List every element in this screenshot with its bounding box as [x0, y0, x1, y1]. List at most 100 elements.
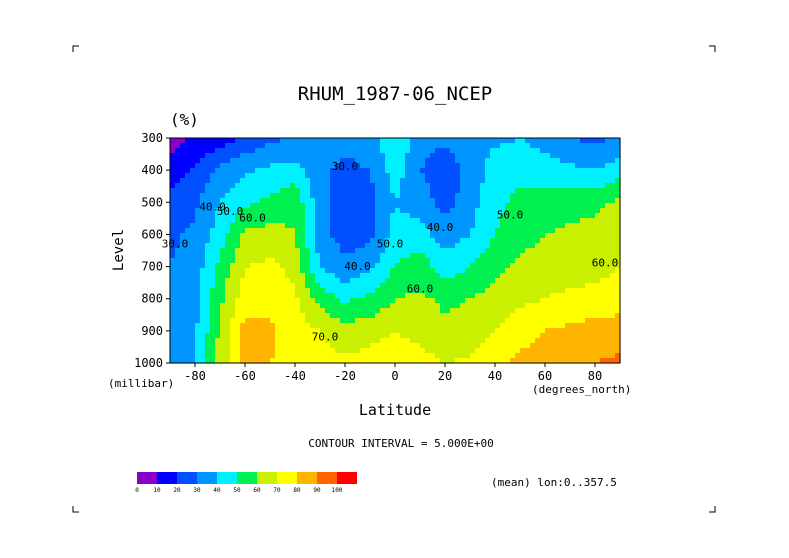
contour-cell: [375, 213, 381, 219]
contour-cell: [490, 318, 496, 324]
contour-cell: [445, 243, 451, 249]
contour-cell: [325, 183, 331, 189]
contour-cell: [345, 308, 351, 314]
contour-cell: [395, 258, 401, 264]
contour-cell: [450, 193, 456, 199]
contour-cell: [380, 283, 386, 289]
contour-cell: [500, 223, 506, 229]
contour-cell: [465, 198, 471, 204]
contour-cell: [325, 348, 331, 354]
contour-cell: [520, 218, 526, 224]
contour-cell: [340, 198, 346, 204]
contour-cell: [245, 258, 251, 264]
contour-cell: [600, 198, 606, 204]
contour-cell: [280, 248, 286, 254]
contour-cell: [425, 298, 431, 304]
contour-cell: [555, 353, 561, 359]
contour-cell: [530, 193, 536, 199]
contour-cell: [280, 293, 286, 299]
contour-cell: [190, 148, 196, 154]
contour-cell: [300, 208, 306, 214]
contour-cell: [580, 248, 586, 254]
contour-cell: [520, 278, 526, 284]
contour-cell: [435, 218, 441, 224]
contour-cell: [310, 173, 316, 179]
contour-cell: [260, 328, 266, 334]
contour-cell: [250, 338, 256, 344]
contour-cell: [250, 308, 256, 314]
contour-cell: [495, 288, 501, 294]
contour-cell: [210, 273, 216, 279]
contour-cell: [490, 223, 496, 229]
contour-cell: [200, 253, 206, 259]
contour-cell: [555, 208, 561, 214]
contour-cell: [330, 148, 336, 154]
contour-cell: [380, 218, 386, 224]
contour-cell: [290, 303, 296, 309]
contour-cell: [610, 298, 616, 304]
contour-cell: [560, 328, 566, 334]
contour-cell: [570, 203, 576, 209]
contour-cell: [235, 153, 241, 159]
contour-cell: [510, 278, 516, 284]
contour-cell: [510, 193, 516, 199]
contour-cell: [245, 158, 251, 164]
contour-cell: [330, 273, 336, 279]
contour-cell: [590, 248, 596, 254]
contour-cell: [185, 233, 191, 239]
contour-cell: [395, 218, 401, 224]
contour-cell: [345, 298, 351, 304]
contour-cell: [610, 238, 616, 244]
contour-cell: [585, 308, 591, 314]
contour-cell: [170, 153, 176, 159]
contour-cell: [480, 238, 486, 244]
contour-cell: [550, 143, 556, 149]
contour-cell: [175, 263, 181, 269]
contour-cell: [390, 298, 396, 304]
contour-cell: [470, 238, 476, 244]
contour-cell: [540, 158, 546, 164]
contour-cell: [225, 138, 231, 144]
contour-cell: [565, 158, 571, 164]
contour-cell: [585, 148, 591, 154]
contour-cell: [505, 208, 511, 214]
contour-cell: [180, 293, 186, 299]
contour-cell: [375, 293, 381, 299]
contour-cell: [265, 268, 271, 274]
contour-cell: [390, 318, 396, 324]
contour-cell: [375, 143, 381, 149]
contour-cell: [485, 278, 491, 284]
contour-cell: [330, 283, 336, 289]
contour-cell: [175, 343, 181, 349]
contour-cell: [540, 308, 546, 314]
contour-cell: [310, 338, 316, 344]
contour-cell: [255, 328, 261, 334]
contour-cell: [460, 148, 466, 154]
contour-cell: [590, 213, 596, 219]
contour-cell: [445, 183, 451, 189]
contour-cell: [510, 183, 516, 189]
contour-cell: [505, 223, 511, 229]
contour-cell: [515, 153, 521, 159]
contour-cell: [345, 268, 351, 274]
contour-cell: [355, 193, 361, 199]
contour-cell: [225, 268, 231, 274]
contour-cell: [435, 333, 441, 339]
contour-cell: [205, 353, 211, 359]
contour-cell: [575, 318, 581, 324]
contour-cell: [195, 163, 201, 169]
contour-cell: [315, 178, 321, 184]
contour-cell: [475, 173, 481, 179]
x-tick-label: 60: [538, 369, 552, 383]
contour-cell: [575, 153, 581, 159]
contour-cell: [530, 288, 536, 294]
contour-cell: [565, 273, 571, 279]
contour-cell: [220, 178, 226, 184]
contour-cell: [315, 258, 321, 264]
contour-cell: [570, 208, 576, 214]
contour-cell: [230, 268, 236, 274]
contour-cell: [440, 153, 446, 159]
contour-cell: [605, 198, 611, 204]
contour-cell: [510, 348, 516, 354]
